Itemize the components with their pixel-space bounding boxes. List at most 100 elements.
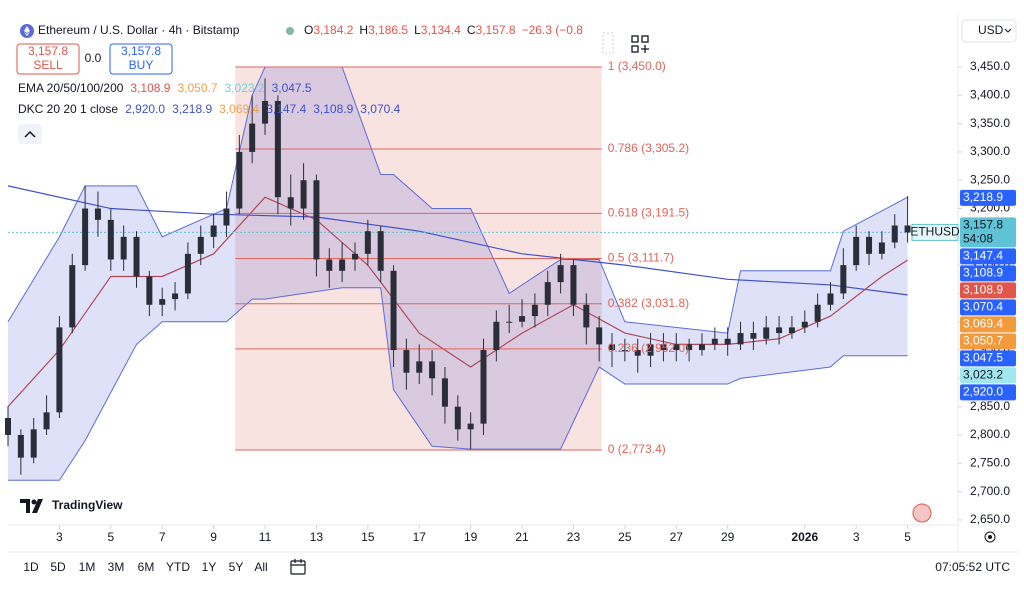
market-status <box>286 27 294 35</box>
settings-icon[interactable] <box>984 531 996 543</box>
events-icon[interactable] <box>912 503 932 523</box>
x-tick-label: 19 <box>464 530 478 544</box>
clock: 07:05:52 UTC <box>935 560 1010 574</box>
candle-body <box>236 151 243 209</box>
buy-label: BUY <box>129 58 154 72</box>
candle-body <box>339 259 346 271</box>
candle-body <box>274 100 281 198</box>
currency-button[interactable] <box>961 19 1017 43</box>
candle-body <box>853 236 860 266</box>
candle-body <box>17 434 24 458</box>
x-tick-label: 25 <box>618 530 632 544</box>
date-range-icon[interactable] <box>290 559 306 575</box>
candle-body <box>197 236 204 254</box>
candle-body <box>506 321 513 323</box>
timeframe-button[interactable]: YTD <box>166 560 190 574</box>
ohlc-value: 3,186.5 <box>368 23 408 37</box>
candle-body <box>621 350 628 352</box>
timeframe-button[interactable]: 5Y <box>229 560 244 574</box>
buy-button[interactable] <box>109 43 173 75</box>
channel-fill <box>8 66 908 481</box>
candle-body <box>840 265 847 294</box>
candle-body <box>827 293 834 305</box>
timeframe-button[interactable]: 3M <box>108 560 125 574</box>
indicator-value: 3,047.5 <box>272 81 312 95</box>
price-tag <box>960 333 1016 350</box>
fib-label: 0 (2,773.4) <box>608 442 666 456</box>
timeframe-button[interactable]: 5D <box>50 560 66 574</box>
timeframe-bar: 1D 5D 1M 3M 6M YTD 1Y 5Y All <box>23 560 267 574</box>
x-tick-label: 15 <box>361 530 375 544</box>
candle-body <box>878 242 885 254</box>
collapse-button[interactable] <box>18 124 42 144</box>
symbol-tag <box>911 223 959 241</box>
timeframe-button[interactable]: 1D <box>23 560 39 574</box>
fib-label: 0.786 (3,305.2) <box>608 141 689 155</box>
currency-caret <box>1004 28 1012 33</box>
ohlc-value: 3,184.2 <box>313 23 353 37</box>
candle-body <box>429 361 436 379</box>
indicator-row: EMA 20/50/100/200 3,108.9 3,050.7 3,023.2 3,… <box>18 81 312 95</box>
y-tick-label: 2,800.0 <box>970 427 1010 441</box>
fib-label: 1 (3,450.0) <box>608 59 666 73</box>
x-tick-label: 9 <box>210 530 217 544</box>
candle-body <box>82 208 89 266</box>
sell-button[interactable] <box>16 43 80 75</box>
x-tick-label: 2026 <box>791 530 818 544</box>
price-tag-label: 3,108.9 <box>963 266 1003 280</box>
indicator-name: EMA 20/50/100/200 <box>18 81 124 95</box>
fib-label: 0.236 (2,952.0) <box>608 341 689 355</box>
candle-body <box>480 350 487 424</box>
y-tick-label: 3,300.0 <box>970 144 1010 158</box>
indicator-value: 3,108.9 <box>130 81 170 95</box>
candle-body <box>159 299 166 305</box>
timeframe-button[interactable]: 6M <box>138 560 155 574</box>
indicator-value: 3,147.4 <box>266 102 306 116</box>
candle-body <box>609 344 616 351</box>
timeframe-button[interactable]: 1Y <box>202 560 217 574</box>
price-tag-label: 3,069.4 <box>963 317 1003 331</box>
channel-lower <box>8 287 908 481</box>
x-tick-label: 13 <box>310 530 324 544</box>
indicator-legend: EMA 20/50/100/200 3,108.9 3,050.7 3,023.2 3,… <box>18 81 401 116</box>
price-tag-label: 3,108.9 <box>963 283 1003 297</box>
fib-label: 0.5 (3,111.7) <box>608 251 674 265</box>
candle-body <box>377 231 384 271</box>
y-tick-label: 2,850.0 <box>970 399 1010 413</box>
candle-body <box>416 361 423 373</box>
countdown: 54:08 <box>963 232 993 246</box>
logo-text: TradingView <box>52 498 123 512</box>
candle-body <box>249 123 256 152</box>
x-tick-label: 27 <box>670 530 684 544</box>
candle-body <box>904 225 911 233</box>
candle-body <box>94 208 101 220</box>
price-tag-label: 3,218.9 <box>963 190 1003 204</box>
eth-glyph <box>24 26 30 36</box>
symbol-title[interactable]: Ethereum / U.S. Dollar · 4h · Bitstamp <box>38 23 240 37</box>
drag-handle[interactable] <box>602 32 614 54</box>
candle-body <box>557 265 564 283</box>
candle-body <box>763 327 770 339</box>
candle-body <box>776 327 783 334</box>
candle-body <box>570 265 577 305</box>
x-tick-label: 29 <box>721 530 735 544</box>
layout-icon[interactable] <box>631 35 649 53</box>
price-tag-label: 3,147.4 <box>963 249 1003 263</box>
y-tick-label: 3,350.0 <box>970 116 1010 130</box>
candle-body <box>596 327 603 345</box>
x-tick-label: 5 <box>107 530 114 544</box>
candle-body <box>56 327 63 413</box>
y-tick-label: 3,400.0 <box>970 87 1010 101</box>
candle-body <box>711 338 718 345</box>
candle-body <box>454 406 461 430</box>
settings-icon-center <box>988 535 992 539</box>
timeframe-button[interactable]: 1M <box>79 560 96 574</box>
price-tag <box>960 189 1016 206</box>
candle-body <box>531 304 538 317</box>
price-tag <box>960 350 1016 367</box>
candle-body <box>698 344 705 351</box>
timeframe-button[interactable]: All <box>254 560 267 574</box>
ohlc-key: O <box>304 23 313 37</box>
ohlc-key: L <box>414 23 421 37</box>
